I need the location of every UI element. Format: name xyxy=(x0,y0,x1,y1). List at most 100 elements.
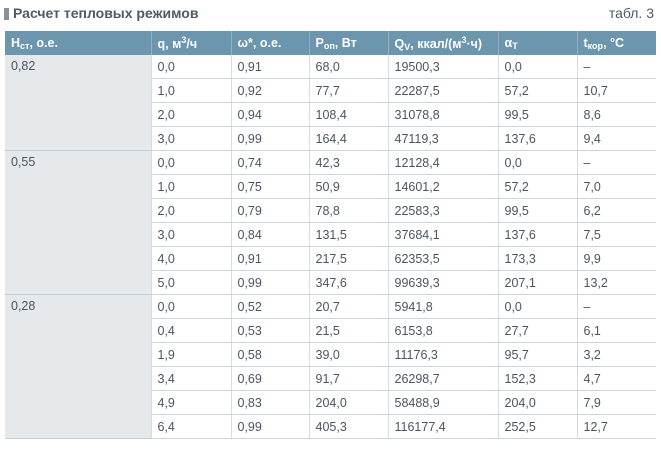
table-cell: 204,0 xyxy=(308,390,388,415)
table-cell: 57,2 xyxy=(497,78,577,103)
table-cell: 14601,2 xyxy=(387,174,498,199)
table-cell: 0,0 xyxy=(497,150,577,175)
table-cell: 95,7 xyxy=(497,342,577,367)
table-cell: 0,0 xyxy=(150,150,231,175)
table-cell: 2,0 xyxy=(150,102,231,127)
table-cell: 4,0 xyxy=(150,246,231,271)
col-header-qv: QV, ккал/(м3·ч) xyxy=(387,31,498,55)
table-number: табл. 3 xyxy=(608,5,654,21)
table-cell: 6,1 xyxy=(576,318,656,343)
table-cell: 0,75 xyxy=(230,174,309,199)
table-cell: 0,99 xyxy=(230,126,309,151)
table-row: 1,0 0,75 50,9 14601,2 57,2 7,0 xyxy=(5,174,656,199)
table-cell: 0,52 xyxy=(230,294,309,319)
table-cell: 20,7 xyxy=(308,294,388,319)
group-h-cell: 0,28 xyxy=(5,294,151,439)
table-cell: 0,58 xyxy=(230,342,309,367)
table-cell: 47119,3 xyxy=(387,126,498,151)
table-cell: 0,84 xyxy=(230,222,309,247)
table-cell: 7,0 xyxy=(576,174,656,199)
table-cell: 0,53 xyxy=(230,318,309,343)
col-header-q: q, м3/ч xyxy=(150,31,231,55)
table-row: 4,9 0,83 204,0 58488,9 204,0 7,9 xyxy=(5,390,656,415)
table-cell: 3,4 xyxy=(150,366,231,391)
table-cell: 1,0 xyxy=(150,78,231,103)
table-cell: 9,9 xyxy=(576,246,656,271)
table-cell: 1,9 xyxy=(150,342,231,367)
table-cell: 99639,3 xyxy=(387,270,498,295)
table-cell: 21,5 xyxy=(308,318,388,343)
table-cell: 0,99 xyxy=(230,270,309,295)
table-cell: 0,69 xyxy=(230,366,309,391)
table-body: 0,82 0,0 0,91 68,0 19500,3 0,0–1,0 0,92 77,7 222… xyxy=(5,55,656,439)
table-cell: 9,4 xyxy=(576,126,656,151)
col-header-alpha: αT xyxy=(497,31,577,55)
table-row: 3,0 0,84 131,5 37684,1 137,6 7,5 xyxy=(5,222,656,247)
table-cell: 19500,3 xyxy=(387,55,498,79)
table-cell: 8,6 xyxy=(576,102,656,127)
table-row: 2,0 0,94 108,4 31078,8 99,5 8,6 xyxy=(5,102,656,127)
table-cell: 91,7 xyxy=(308,366,388,391)
table-cell: 116177,4 xyxy=(387,414,498,439)
table-cell: 62353,5 xyxy=(387,246,498,271)
table-cell: 217,5 xyxy=(308,246,388,271)
table-cell: 204,0 xyxy=(497,390,577,415)
table-cell: 152,3 xyxy=(497,366,577,391)
table-cell: 37684,1 xyxy=(387,222,498,247)
table-cell: 6,2 xyxy=(576,198,656,223)
table-cell: 57,2 xyxy=(497,174,577,199)
col-header-p: Pоп, Вт xyxy=(308,31,388,55)
table-cell: 347,6 xyxy=(308,270,388,295)
table-cell: 5941,8 xyxy=(387,294,498,319)
table-cell: 0,99 xyxy=(230,414,309,439)
table-cell: 27,7 xyxy=(497,318,577,343)
table-row: 0,82 0,0 0,91 68,0 19500,3 0,0– xyxy=(5,55,656,151)
table-cell: 0,0 xyxy=(497,55,577,79)
table-cell: 39,0 xyxy=(308,342,388,367)
table-cell: 5,0 xyxy=(150,270,231,295)
table-row: 2,0 0,79 78,8 22583,3 99,5 6,2 xyxy=(5,198,656,223)
table-row: 0,28 0,0 0,52 20,7 5941,8 0,0– xyxy=(5,294,656,439)
table-cell: 26298,7 xyxy=(387,366,498,391)
table-cell: 164,4 xyxy=(308,126,388,151)
table-cell: 99,5 xyxy=(497,198,577,223)
table-row: 3,4 0,69 91,7 26298,7 152,3 4,7 xyxy=(5,366,656,391)
table-cell: 6,4 xyxy=(150,414,231,439)
col-header-omega: ω*, о.е. xyxy=(230,31,309,55)
table-cell: 0,94 xyxy=(230,102,309,127)
table-cell: 137,6 xyxy=(497,222,577,247)
table-cell: 0,83 xyxy=(230,390,309,415)
table-cell: 12128,4 xyxy=(387,150,498,175)
table-cell: 50,9 xyxy=(308,174,388,199)
col-header-h: Hст, о.е. xyxy=(5,31,151,55)
table-cell: 0,4 xyxy=(150,318,231,343)
title-marker-icon xyxy=(4,8,9,20)
table-cell: 11176,3 xyxy=(387,342,498,367)
table-row: 6,4 0,99 405,3 116177,4 252,5 12,7 xyxy=(5,414,656,439)
thermal-modes-table: Hст, о.е. q, м3/ч ω*, о.е. Pоп, Вт QV, к… xyxy=(5,31,656,439)
table-cell: 6153,8 xyxy=(387,318,498,343)
table-cell: 0,74 xyxy=(230,150,309,175)
table-cell: 2,0 xyxy=(150,198,231,223)
table-cell: – xyxy=(576,150,656,175)
table-cell: 12,7 xyxy=(576,414,656,439)
table-row: 4,0 0,91 217,5 62353,5 173,3 9,9 xyxy=(5,246,656,271)
table-cell: 0,79 xyxy=(230,198,309,223)
table-title: Расчет тепловых режимов xyxy=(13,5,199,21)
table-cell: 131,5 xyxy=(308,222,388,247)
table-cell: 3,0 xyxy=(150,222,231,247)
table-cell: 7,5 xyxy=(576,222,656,247)
group-h-cell: 0,55 xyxy=(5,150,151,295)
table-cell: 13,2 xyxy=(576,270,656,295)
table-cell: 22287,5 xyxy=(387,78,498,103)
table-cell: 207,1 xyxy=(497,270,577,295)
table-row: 3,0 0,99 164,4 47119,3 137,6 9,4 xyxy=(5,126,656,151)
table-cell: 108,4 xyxy=(308,102,388,127)
table-row: 1,0 0,92 77,7 22287,5 57,2 10,7 xyxy=(5,78,656,103)
table-row: 0,55 0,0 0,74 42,3 12128,4 0,0– xyxy=(5,150,656,295)
table-cell: 58488,9 xyxy=(387,390,498,415)
table-cell: 68,0 xyxy=(308,55,388,79)
table-cell: 42,3 xyxy=(308,150,388,175)
table-cell: 0,0 xyxy=(150,55,231,79)
table-row: 5,0 0,99 347,6 99639,3 207,1 13,2 xyxy=(5,270,656,295)
